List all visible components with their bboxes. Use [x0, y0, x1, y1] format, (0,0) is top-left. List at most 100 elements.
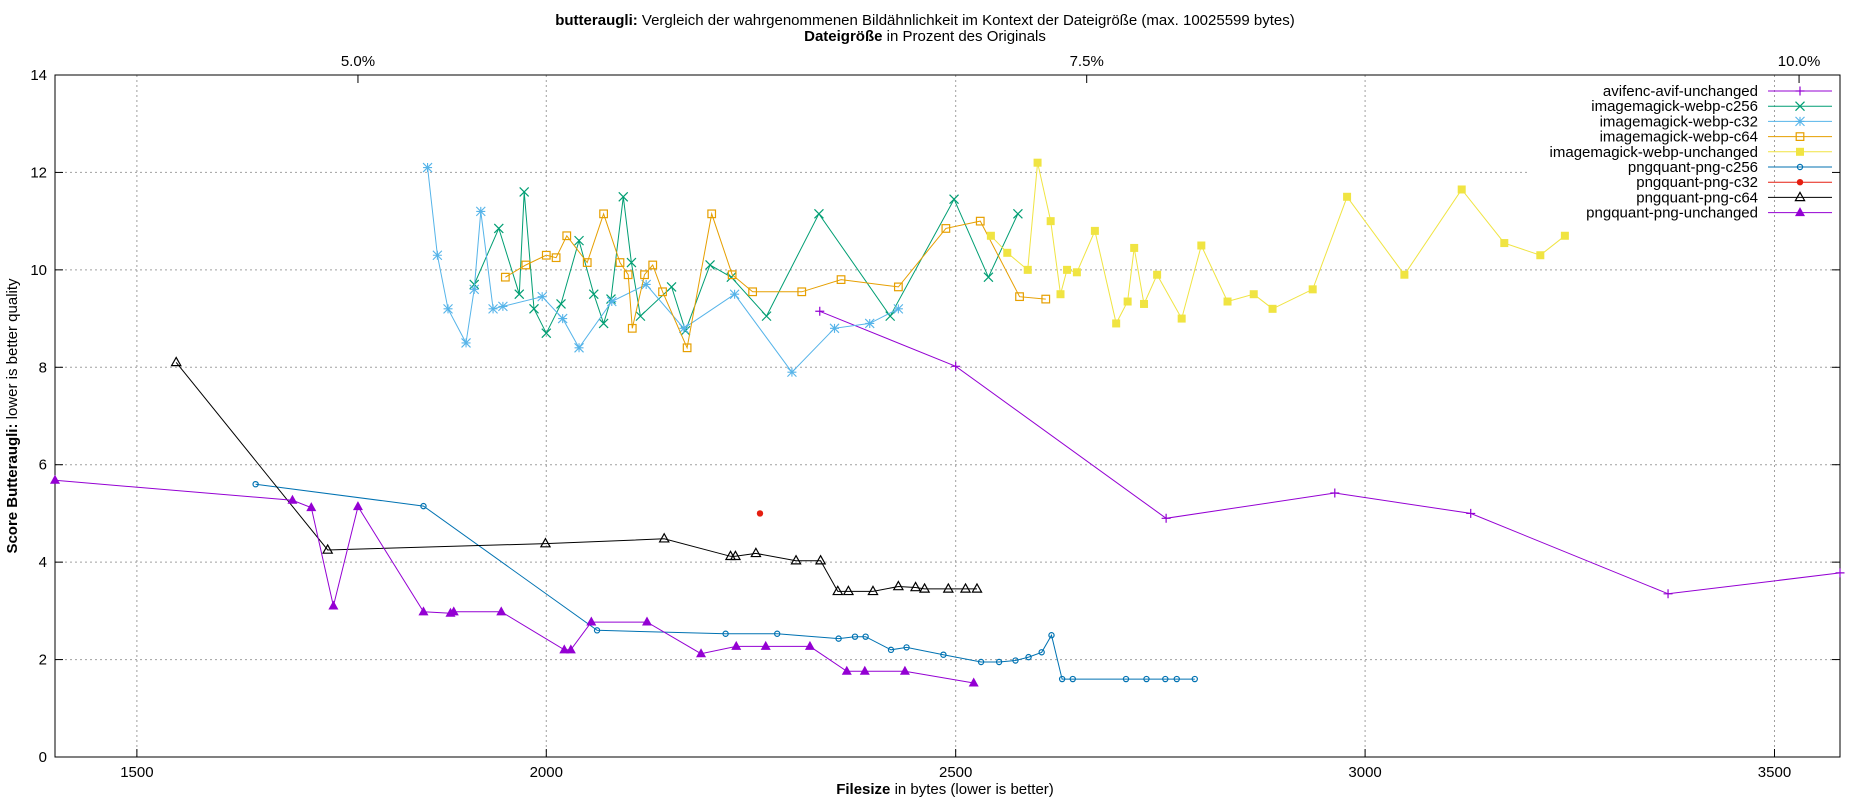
legend-item: pngquant-png-unchanged	[1586, 205, 1832, 222]
data-point	[918, 582, 931, 593]
x2-tick-label: 10.0%	[1778, 53, 1821, 70]
legend-marker	[1796, 179, 1804, 186]
data-point	[975, 216, 985, 226]
data-point	[1048, 632, 1055, 639]
series-line	[819, 310, 1841, 595]
data-point	[836, 275, 846, 284]
data-point	[606, 294, 616, 305]
series-pngquant-png-unchanged	[50, 474, 979, 687]
data-point	[995, 658, 1003, 666]
series-line	[990, 162, 1566, 325]
data-point	[1069, 675, 1076, 683]
data-point	[328, 600, 339, 610]
data-point	[1123, 297, 1132, 306]
data-point	[1249, 290, 1258, 299]
data-point	[986, 231, 995, 240]
series-line	[175, 362, 977, 592]
data-point	[422, 162, 433, 173]
data-point	[707, 209, 717, 219]
series-line	[427, 167, 899, 373]
legend-item: pngquant-png-c64	[1636, 189, 1832, 206]
data-point	[1056, 290, 1065, 299]
data-point	[615, 258, 625, 267]
data-point	[641, 279, 652, 290]
data-point	[727, 270, 737, 280]
legend-marker	[1796, 147, 1804, 156]
series-avifenc-avif-unchanged	[815, 306, 1845, 599]
data-point	[1023, 265, 1032, 274]
data-point	[940, 651, 947, 658]
data-point	[606, 296, 617, 307]
data-point	[804, 640, 815, 650]
data-point	[559, 644, 570, 654]
series-line	[255, 483, 1195, 680]
x2-tick-label: 7.5%	[1070, 53, 1104, 70]
data-point	[1130, 243, 1139, 252]
series-line	[473, 191, 1019, 335]
data-point	[864, 318, 875, 329]
legend-item: imagemagick-webp-c32	[1600, 113, 1832, 130]
data-point	[418, 606, 429, 616]
legend-item: avifenc-avif-unchanged	[1603, 83, 1832, 100]
data-point	[1038, 649, 1045, 656]
series-pngquant-png-c32	[756, 510, 764, 517]
data-point	[556, 299, 566, 309]
data-point	[1400, 270, 1409, 279]
data-point	[773, 630, 781, 637]
data-point	[539, 537, 552, 548]
data-point	[893, 303, 904, 314]
data-point	[541, 328, 552, 339]
data-point	[885, 311, 896, 322]
data-point	[842, 585, 855, 596]
data-point	[497, 301, 508, 312]
data-point	[983, 272, 994, 283]
data-point	[537, 291, 548, 302]
data-point	[252, 481, 259, 488]
data-point	[626, 257, 637, 268]
legend-label: pngquant-png-c256	[1628, 159, 1758, 176]
data-point	[500, 272, 510, 282]
data-point	[748, 287, 758, 297]
legend-item: imagemagick-webp-c64	[1600, 129, 1832, 146]
data-point	[306, 502, 317, 512]
data-point	[750, 547, 762, 558]
data-point	[1197, 241, 1206, 250]
data-point	[658, 287, 667, 297]
data-point	[1835, 568, 1845, 578]
legend-label: imagemagick-webp-c32	[1600, 113, 1758, 130]
data-point	[582, 258, 592, 267]
data-point	[574, 342, 584, 353]
data-point	[443, 303, 453, 314]
data-point	[541, 250, 551, 260]
legend-item: pngquant-png-c256	[1628, 159, 1832, 176]
data-point	[627, 323, 637, 333]
data-point	[1560, 231, 1569, 240]
y-tick-label: 10	[30, 262, 47, 279]
data-point	[729, 550, 742, 561]
data-point	[835, 635, 842, 642]
data-point	[790, 554, 802, 565]
data-point	[1025, 653, 1032, 661]
x2-axis-label: Dateigröße in Prozent des Originals	[804, 28, 1046, 45]
legend-label: imagemagick-webp-c64	[1600, 129, 1758, 146]
data-point	[1063, 265, 1072, 274]
grid	[55, 75, 1840, 757]
data-point	[635, 311, 646, 322]
data-point	[867, 585, 879, 596]
data-point	[1162, 675, 1169, 683]
data-point	[729, 289, 740, 300]
data-point	[851, 633, 859, 640]
data-point	[1003, 248, 1012, 257]
data-point	[903, 644, 910, 651]
data-point	[832, 585, 844, 596]
y-tick-label: 6	[39, 457, 47, 474]
legend-label: avifenc-avif-unchanged	[1603, 83, 1758, 100]
data-point	[469, 284, 480, 295]
series-imagemagick-webp-c32	[422, 162, 904, 378]
data-point	[1466, 508, 1476, 518]
data-point	[352, 501, 363, 511]
data-point	[666, 281, 677, 292]
x-tick-label: 2500	[939, 764, 972, 781]
data-point	[680, 325, 691, 336]
